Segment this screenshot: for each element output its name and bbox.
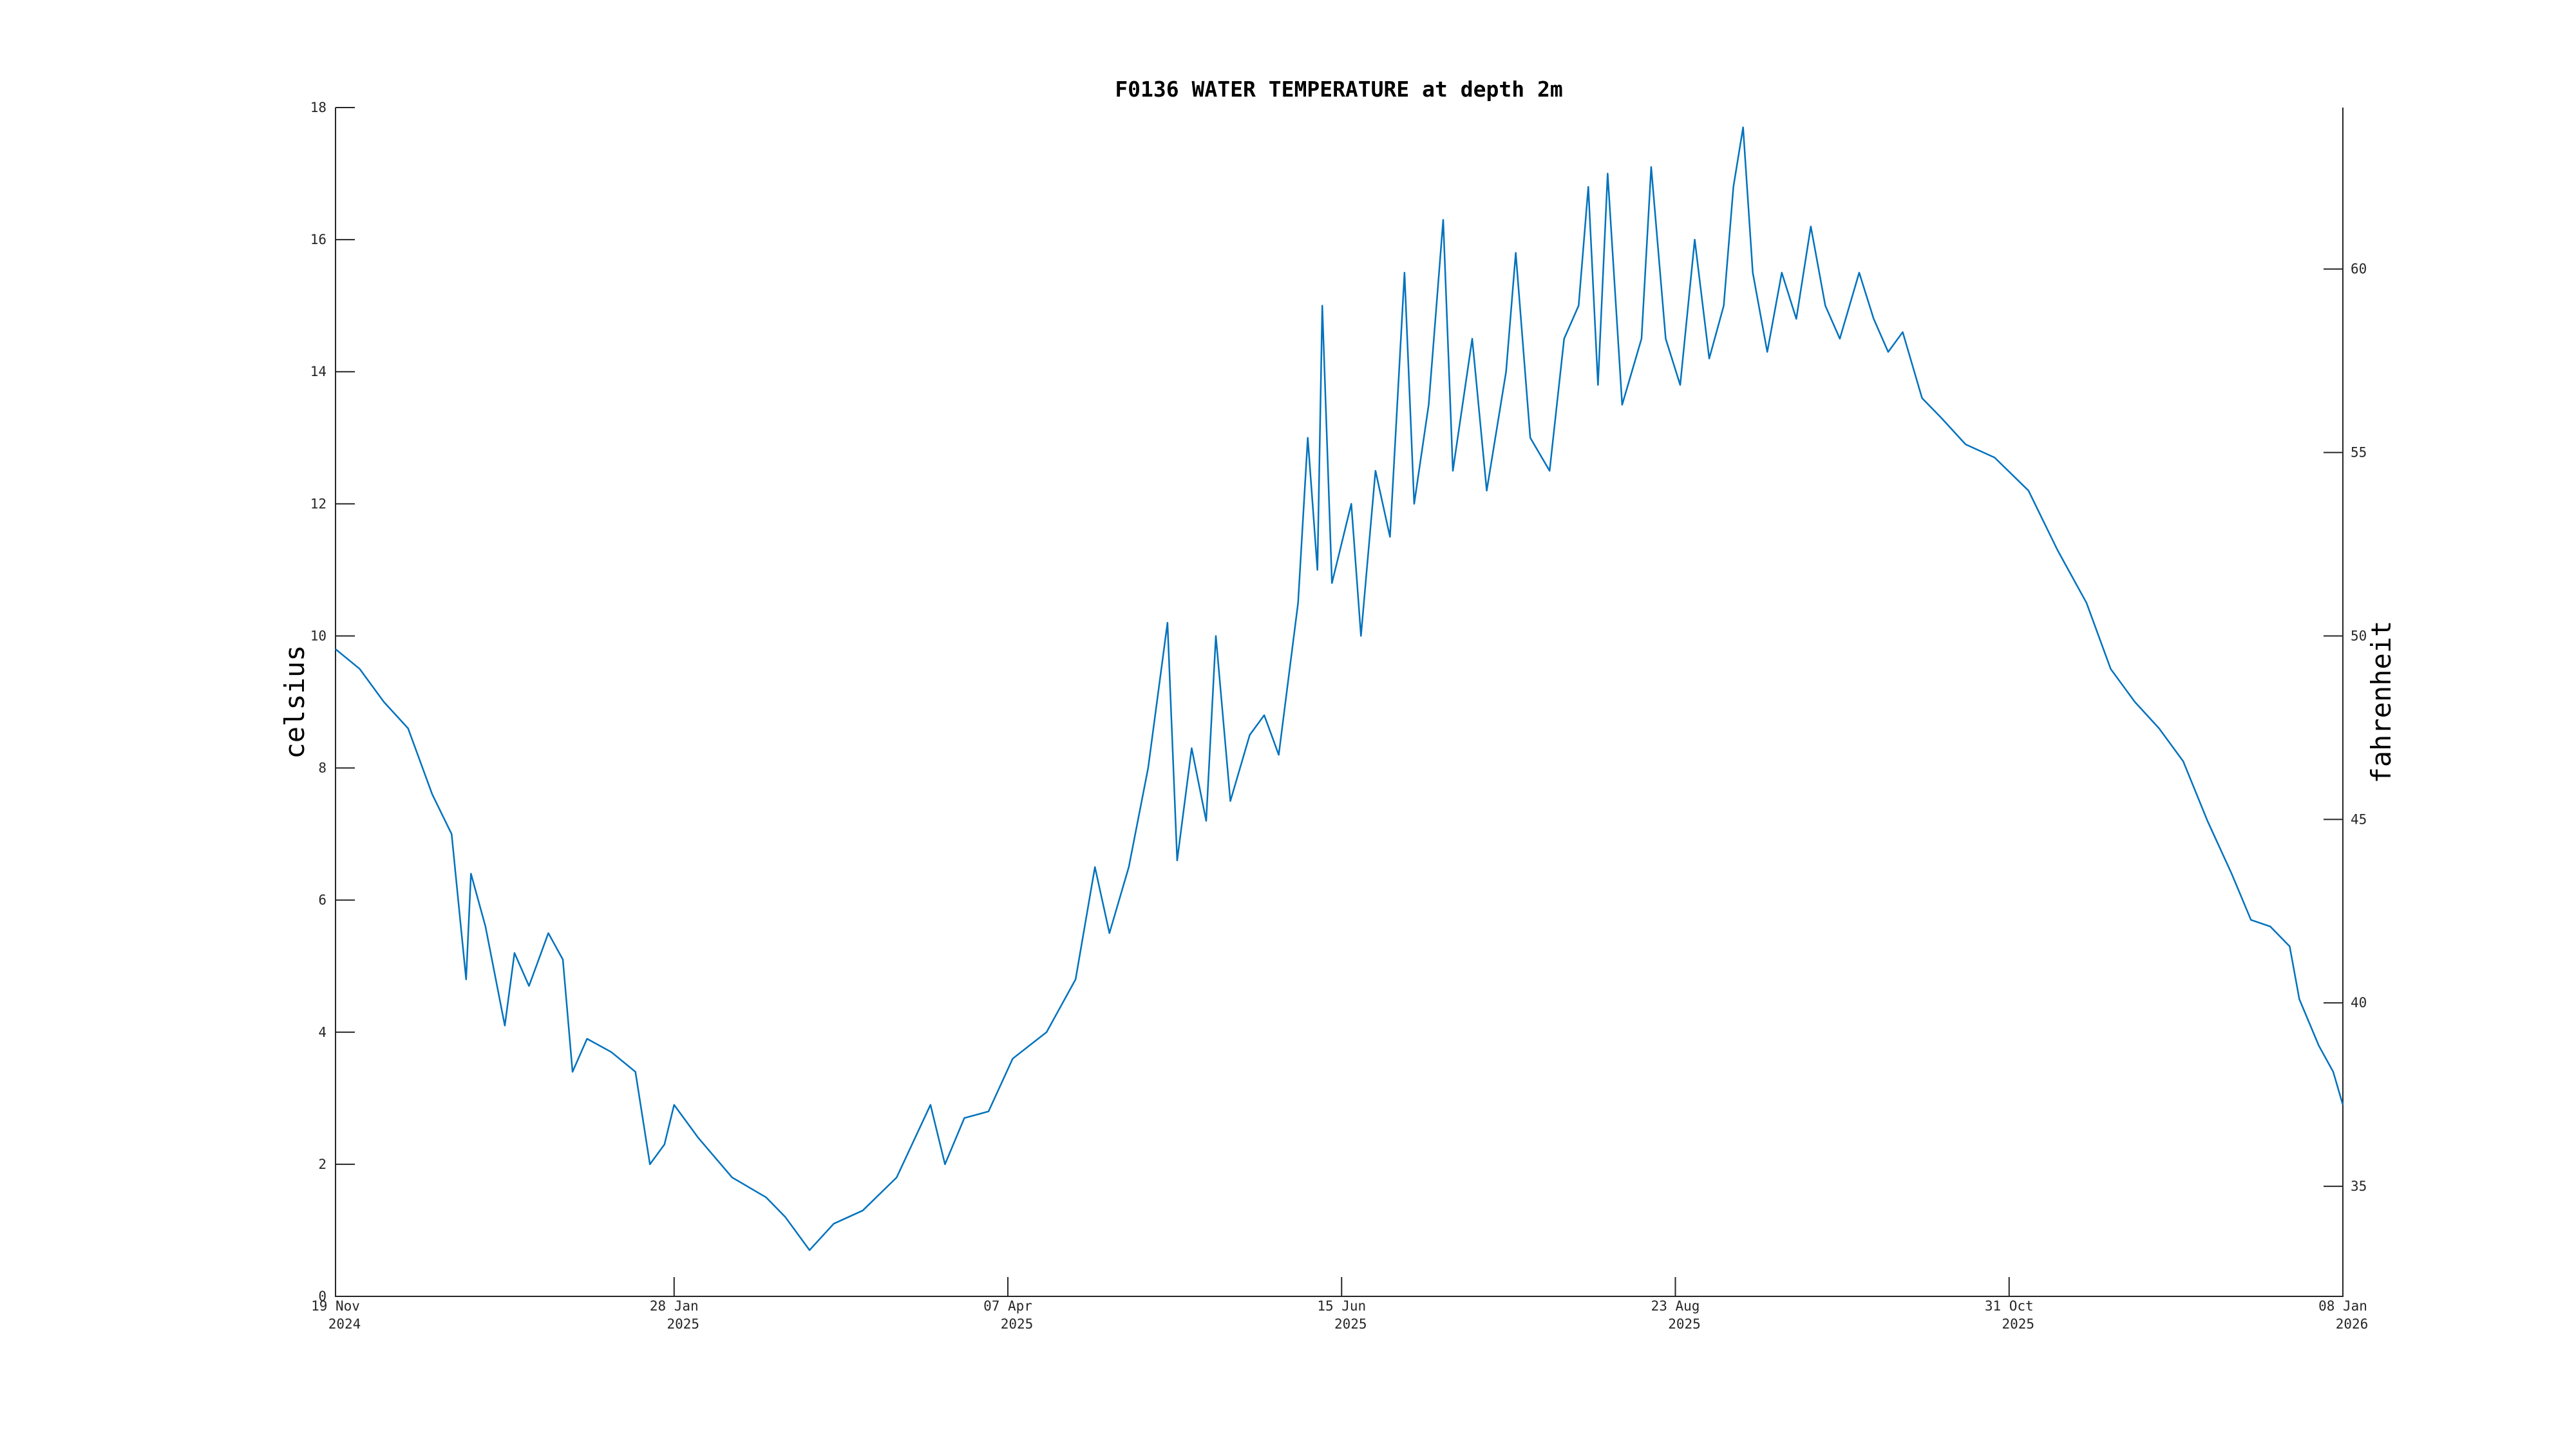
temperature-line (335, 126, 2344, 1251)
x-tick-label: 07 Apr (983, 1298, 1032, 1314)
x-tick-label: 2025 (1001, 1316, 1034, 1332)
y2-tick-label: 50 (2351, 628, 2367, 643)
y-tick-label: 4 (318, 1025, 327, 1040)
y2-tick-label: 40 (2351, 995, 2367, 1010)
y-tick-label: 2 (318, 1157, 327, 1172)
x-tick-label: 19 Nov (311, 1298, 360, 1314)
y-tick-label: 14 (310, 364, 327, 379)
y-tick-label: 10 (310, 628, 327, 643)
y-tick-label: 0 (318, 1289, 327, 1304)
x-tick-label: 2024 (328, 1316, 361, 1332)
x-tick-label: 2025 (1334, 1316, 1367, 1332)
y-axis-label: celsius (279, 645, 310, 759)
y2-tick-label: 55 (2351, 445, 2367, 460)
x-tick-label: 15 Jun (1317, 1298, 1366, 1314)
y-tick-label: 6 (318, 893, 327, 908)
y-tick-label: 12 (310, 496, 327, 511)
x-tick-label: 2026 (2336, 1316, 2369, 1332)
axes-frame (335, 108, 2344, 1297)
y2-tick-label: 35 (2351, 1179, 2367, 1194)
x-tick-label: 31 Oct (1985, 1298, 2034, 1314)
chart-title: F0136 WATER TEMPERATURE at depth 2m (1115, 77, 1562, 102)
y-tick-label: 8 (318, 761, 327, 776)
x-tick-label: 2025 (2002, 1316, 2034, 1332)
y2-tick-label: 60 (2351, 261, 2367, 277)
y2-tick-label: 45 (2351, 811, 2367, 827)
y2-axis-label: fahrenheit (2365, 621, 2397, 784)
y-tick-label: 16 (310, 232, 327, 247)
y-tick-label: 18 (310, 100, 327, 115)
x-tick-label: 2025 (1668, 1316, 1701, 1332)
x-tick-label: 23 Aug (1651, 1298, 1700, 1314)
x-tick-label: 08 Jan (2318, 1298, 2367, 1314)
x-tick-label: 28 Jan (650, 1298, 699, 1314)
x-tick-label: 2025 (667, 1316, 699, 1332)
